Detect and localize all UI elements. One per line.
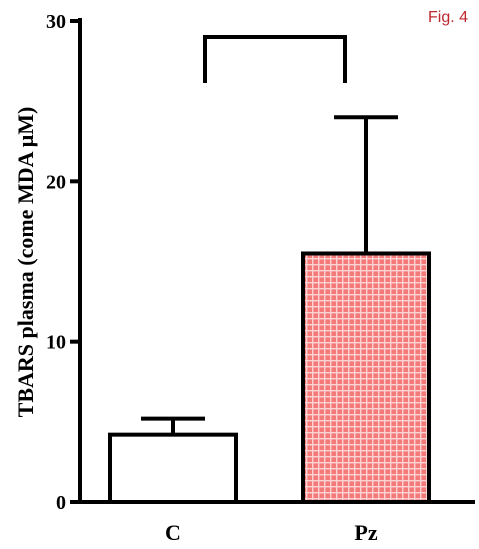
figure-label: Fig. 4 xyxy=(428,9,468,26)
x-category-label: C xyxy=(165,520,181,545)
x-category-label: Pz xyxy=(354,520,377,545)
y-axis-title: TBARS plasma (come MDA μM) xyxy=(13,107,38,418)
y-tick-label: 30 xyxy=(46,11,66,33)
y-tick-label: 20 xyxy=(46,171,66,193)
bar-pz xyxy=(303,253,429,502)
y-tick-label: 0 xyxy=(56,492,66,514)
y-tick-label: 10 xyxy=(46,332,66,354)
significance-bracket xyxy=(205,37,345,83)
bar-c xyxy=(110,435,236,502)
